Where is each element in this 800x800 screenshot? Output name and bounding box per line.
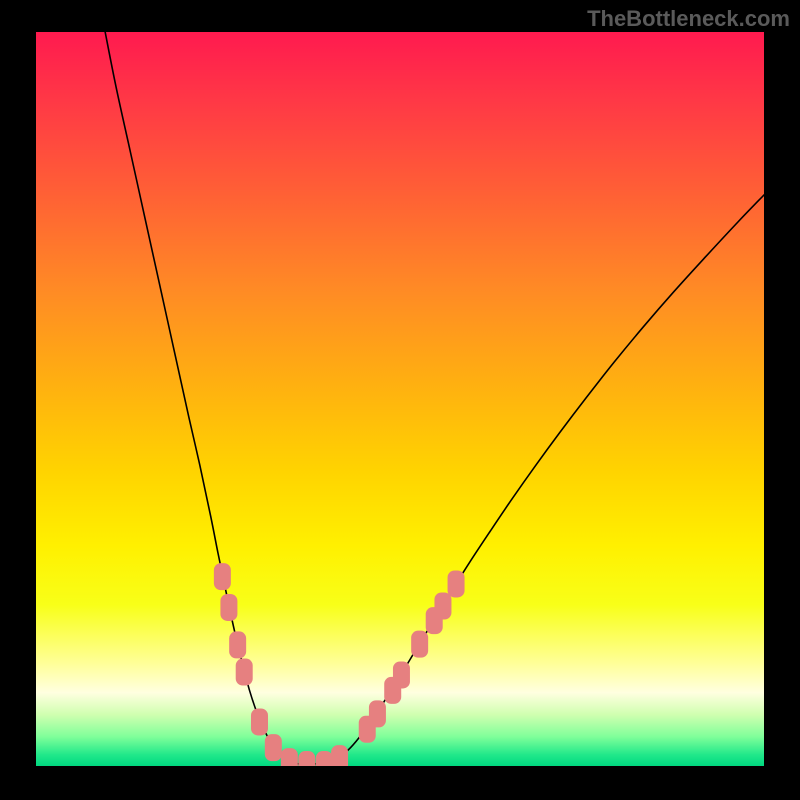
marker [229, 631, 246, 658]
marker [393, 661, 410, 688]
marker [281, 748, 298, 766]
marker [236, 659, 253, 686]
marker [434, 592, 451, 619]
marker [411, 631, 428, 658]
chart-svg [36, 32, 764, 766]
marker [316, 751, 333, 766]
marker [448, 570, 465, 597]
marker [220, 594, 237, 621]
marker [251, 708, 268, 735]
bottleneck-chart [36, 32, 764, 766]
marker [214, 563, 231, 590]
marker [298, 751, 315, 766]
chart-background [36, 32, 764, 766]
watermark-text: TheBottleneck.com [587, 6, 790, 32]
marker [369, 700, 386, 727]
marker [265, 734, 282, 761]
marker [331, 745, 348, 766]
